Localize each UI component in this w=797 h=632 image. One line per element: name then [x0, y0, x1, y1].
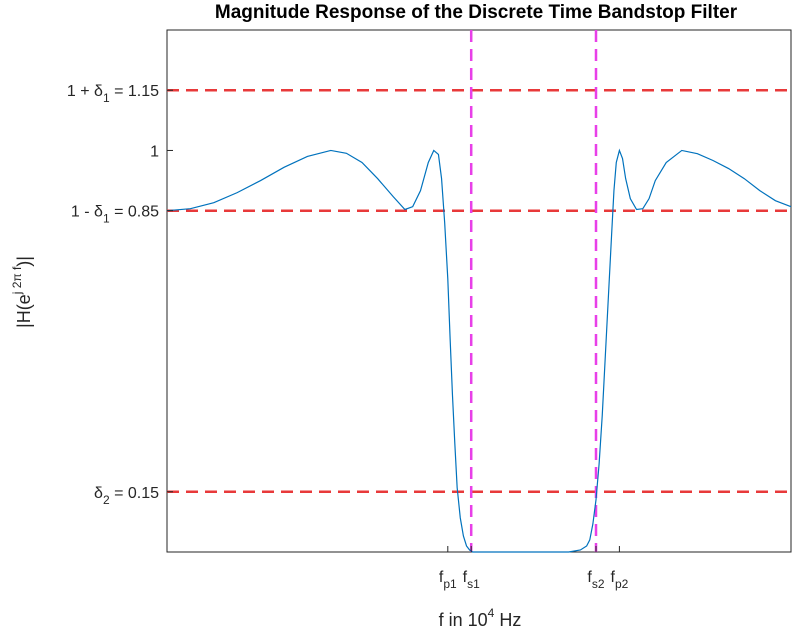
- chart-title: Magnitude Response of the Discrete Time …: [215, 2, 738, 23]
- y-axis-label-prefix: |H(e: [14, 294, 34, 328]
- y-axis-label-suffix: )|: [14, 256, 34, 267]
- x-tick-label-3: fp2: [610, 569, 628, 591]
- plot-area: [166, 29, 792, 553]
- horizontal-reference-lines: [167, 88, 791, 494]
- x-axis-label-unit: Hz: [494, 610, 521, 630]
- x-axis-label: f in 104 Hz: [439, 606, 522, 630]
- x-axis-ticks: fp1 fs1 fs2 fp2: [439, 546, 629, 591]
- x-axis-label-base: f in 10: [439, 610, 488, 630]
- x-axis-label-exponent: 4: [488, 606, 495, 620]
- x-tick-label-0: fp1: [439, 569, 457, 591]
- y-tick-label-1: 1: [150, 143, 159, 160]
- y-axis-ticks: 1 + δ1 = 1.15 1 1 - δ1 = 0.85 δ2 = 0.15: [67, 83, 173, 507]
- x-tick-label-2: fs2: [587, 569, 604, 591]
- magnitude-response-line: [166, 148, 792, 553]
- vertical-reference-lines: [469, 30, 598, 552]
- y-tick-label-3: δ2 = 0.15: [94, 485, 159, 507]
- y-axis-label: |H(ej 2π f)|: [10, 256, 34, 328]
- y-tick-label-0: 1 + δ1 = 1.15: [67, 83, 159, 105]
- x-tick-label-1: fs1: [463, 569, 480, 591]
- y-axis-label-exponent: j 2π f: [10, 266, 24, 295]
- y-tick-label-2: 1 - δ1 = 0.85: [71, 204, 159, 226]
